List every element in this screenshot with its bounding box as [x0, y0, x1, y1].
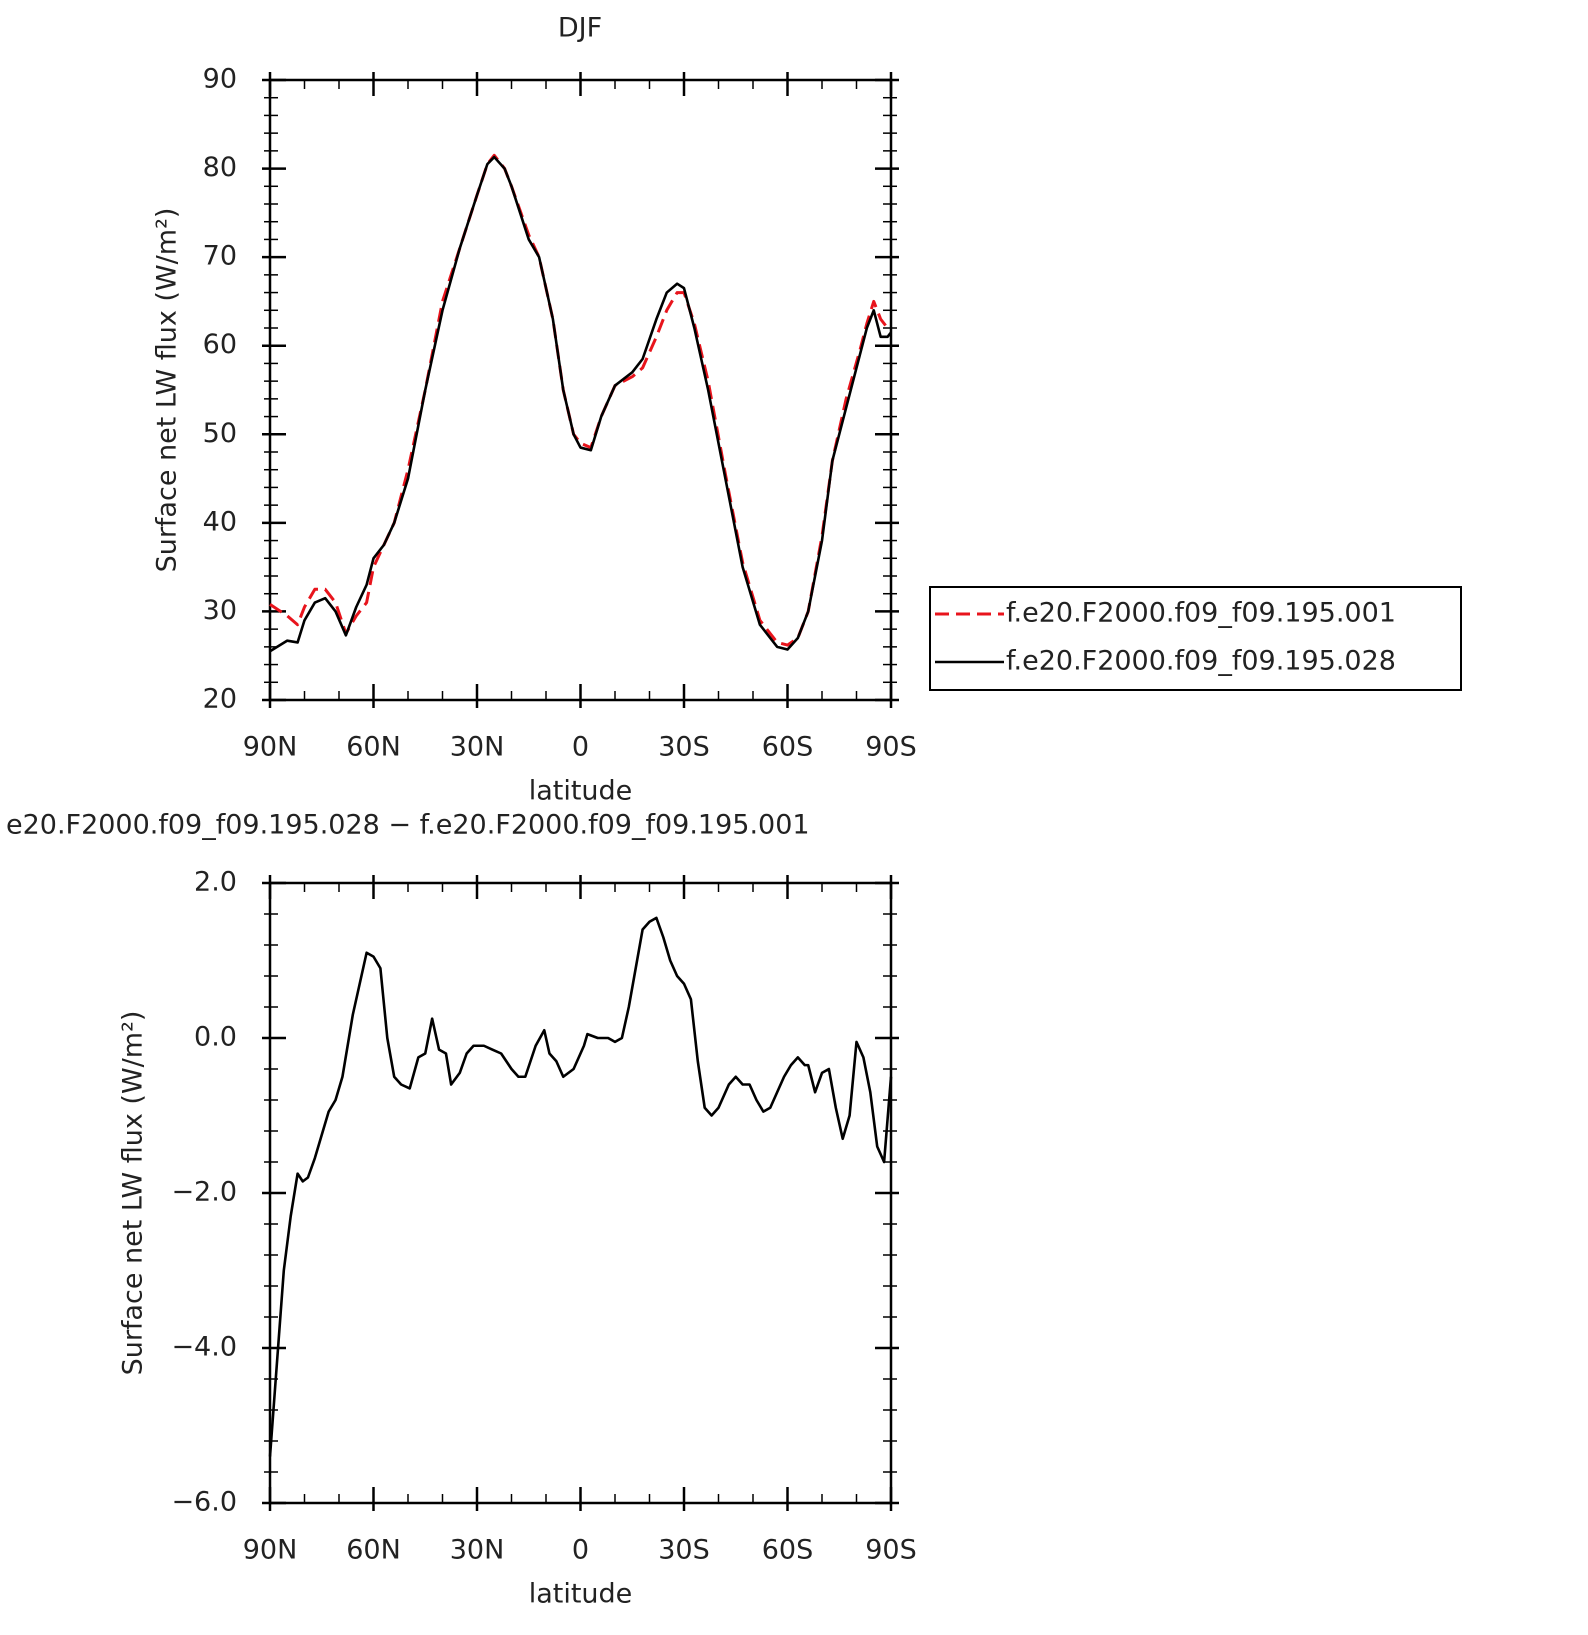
data-line	[269, 155, 893, 653]
x-axis-label: latitude	[529, 1579, 633, 1610]
x-axis-label: latitude	[529, 776, 633, 807]
y-tick-label: −4.0	[171, 1332, 237, 1363]
chart-title: DJF	[558, 13, 602, 44]
y-tick-label: 2.0	[194, 867, 237, 898]
x-tick-label: 60S	[762, 732, 814, 763]
plot-frame	[268, 78, 893, 702]
y-tick-label: 80	[203, 152, 237, 183]
x-tick-label: 90N	[243, 732, 298, 763]
y-tick-label: 60	[203, 329, 237, 360]
plot-frame	[268, 881, 893, 1505]
x-tick-label: 30S	[658, 732, 710, 763]
x-tick-label: 60N	[346, 1535, 401, 1566]
x-tick-label: 30S	[658, 1535, 710, 1566]
x-tick-label: 90N	[243, 1535, 298, 1566]
y-tick-label: 30	[203, 595, 237, 626]
legend-label: f.e20.F2000.f09_f09.195.028	[1006, 646, 1396, 677]
x-tick-label: 30N	[450, 1535, 505, 1566]
y-axis-label: Surface net LW flux (W/m²)	[118, 1011, 149, 1376]
y-axis-label: Surface net LW flux (W/m²)	[152, 208, 183, 573]
x-tick-label: 60N	[346, 732, 401, 763]
chart-title: e20.F2000.f09_f09.195.028 − f.e20.F2000.…	[6, 810, 810, 841]
x-tick-label: 0	[572, 732, 589, 763]
y-tick-label: 20	[203, 684, 237, 715]
x-tick-label: 90S	[865, 1535, 917, 1566]
y-tick-label: −2.0	[171, 1177, 237, 1208]
x-tick-label: 60S	[762, 1535, 814, 1566]
y-tick-label: 70	[203, 241, 237, 272]
legend-box	[929, 586, 1462, 691]
data-line	[268, 916, 893, 1457]
y-tick-label: −6.0	[171, 1487, 237, 1518]
x-tick-label: 0	[572, 1535, 589, 1566]
x-tick-label: 30N	[450, 732, 505, 763]
data-line	[269, 153, 891, 647]
y-tick-label: 90	[203, 64, 237, 95]
y-tick-label: 0.0	[194, 1022, 237, 1053]
legend-label: f.e20.F2000.f09_f09.195.001	[1006, 598, 1396, 629]
y-tick-label: 40	[203, 506, 237, 537]
x-tick-label: 90S	[865, 732, 917, 763]
y-tick-label: 50	[203, 418, 237, 449]
